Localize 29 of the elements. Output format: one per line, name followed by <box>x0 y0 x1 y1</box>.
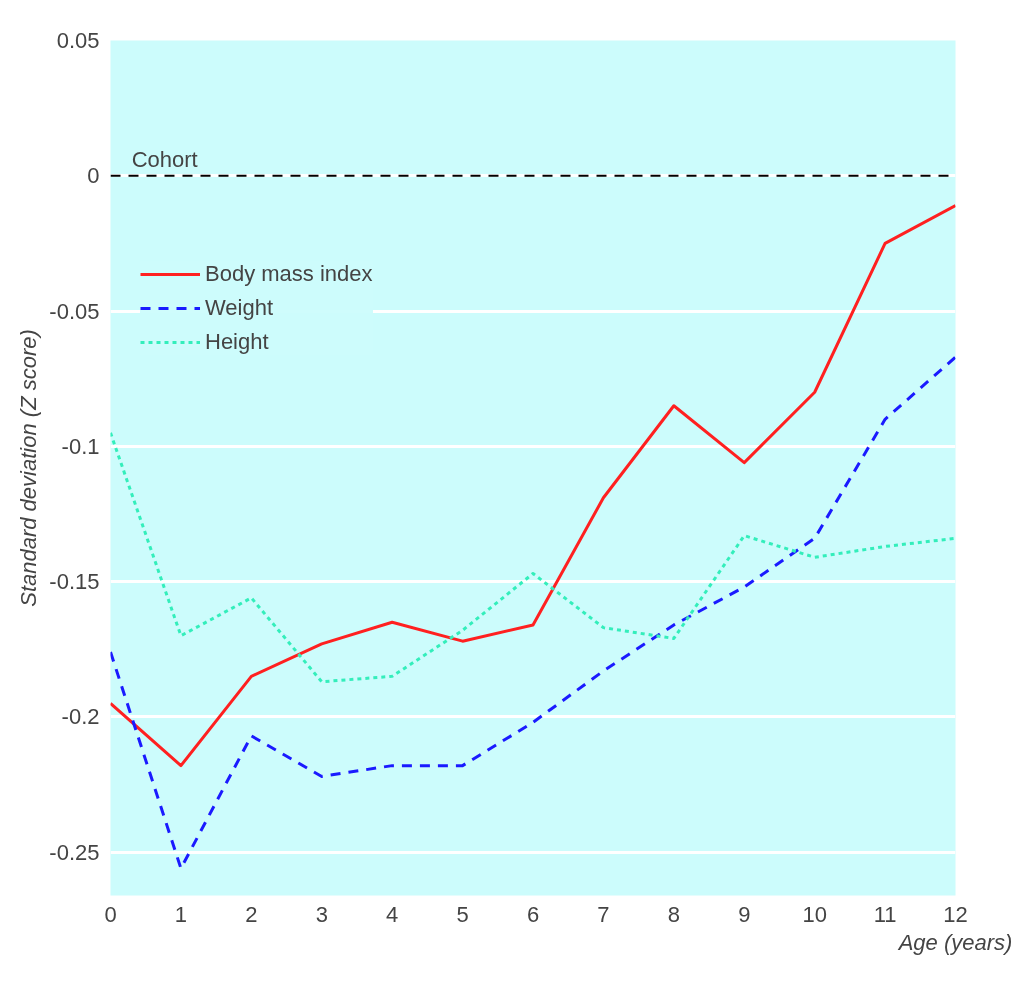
y-tick-label: 0.05 <box>56 28 100 53</box>
x-tick-label: 11 <box>873 901 897 927</box>
y-tick-label: -0.1 <box>61 433 100 459</box>
y-tick-label: -0.15 <box>49 569 100 595</box>
x-tick-label: 5 <box>456 901 469 927</box>
x-tick-label: 7 <box>597 901 610 927</box>
line-series <box>110 204 956 768</box>
x-tick-label: 0 <box>104 901 117 927</box>
x-tick-label: 4 <box>386 901 399 927</box>
y-tick-label: -0.25 <box>49 839 100 865</box>
x-tick-label: 2 <box>245 901 258 927</box>
line-series <box>110 431 956 684</box>
x-tick-label: 3 <box>315 901 328 927</box>
legend-label: Body mass index <box>205 261 373 287</box>
ref-line-label: Cohort <box>131 146 198 172</box>
y-axis-title: Standard deviation (Z score) <box>16 329 42 607</box>
y-tick-label: -0.05 <box>49 298 100 324</box>
x-tick-label: 10 <box>802 901 827 927</box>
x-tick-label: 9 <box>738 901 751 927</box>
legend-label: Weight <box>205 295 274 321</box>
x-tick-label: 6 <box>526 901 540 927</box>
x-tick-label: 8 <box>667 901 680 927</box>
line-series <box>110 355 956 870</box>
x-tick-label: 1 <box>174 901 188 927</box>
y-tick-label: -0.2 <box>61 704 100 730</box>
x-tick-label: 12 <box>943 901 968 927</box>
x-axis-title: Age (years) <box>896 929 1013 955</box>
legend-label: Height <box>205 329 269 355</box>
y-tick-label: 0 <box>87 163 100 189</box>
